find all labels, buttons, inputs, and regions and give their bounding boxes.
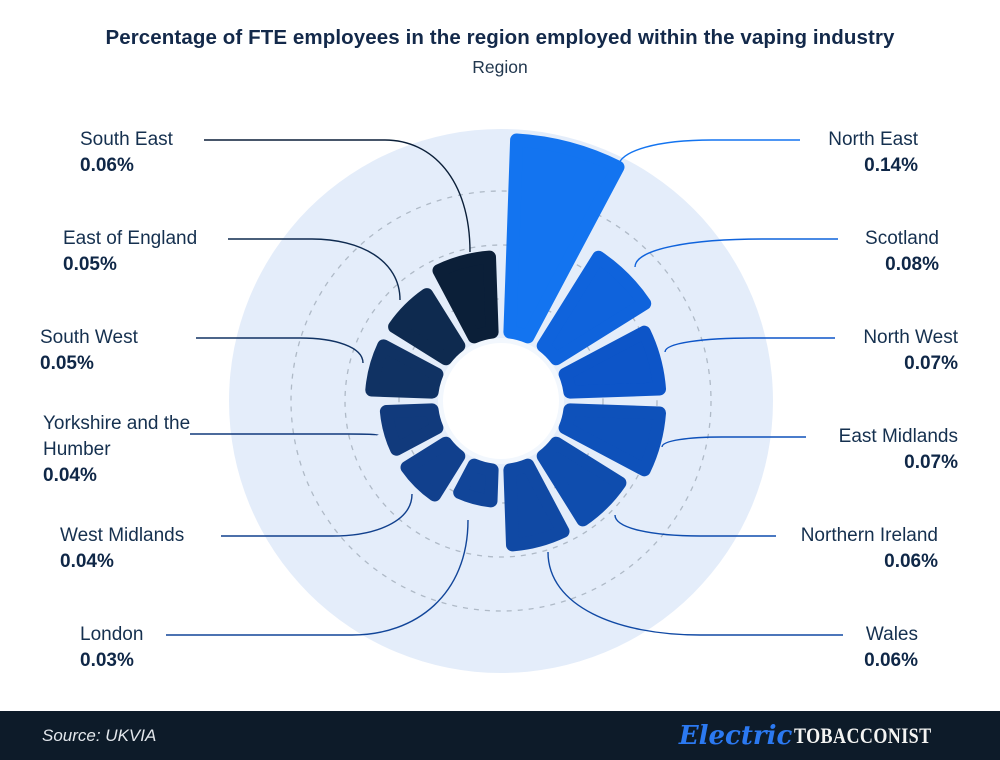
callout-east-of-england: East of England 0.05% [63,226,197,278]
region-name: South West [40,327,138,348]
region-value: 0.05% [63,254,117,275]
rose-segment-northern-ireland[interactable] [536,436,627,527]
grid-circle-2 [290,190,712,612]
callout-north-east: North East 0.14% [828,127,918,179]
leader-line-wales [547,551,843,636]
region-name: South East [80,129,173,150]
region-value: 0.05% [40,353,94,374]
region-name: North West [863,327,958,348]
rose-segment-yorkshire-and-the-humber[interactable] [379,403,444,456]
region-value: 0.06% [884,551,938,572]
source-text: Source: UKVIA [42,725,157,745]
callout-london: London 0.03% [80,622,143,674]
rose-segment-west-midlands[interactable] [400,436,466,502]
leader-line-north-west [664,337,835,353]
region-value: 0.03% [80,650,134,671]
leader-line-yorkshire-and-the-humber [190,433,379,436]
region-value: 0.06% [864,650,918,671]
callout-north-west: North West 0.07% [863,325,958,377]
leader-line-london [166,519,469,636]
callout-west-midlands: West Midlands 0.04% [60,523,184,575]
callout-south-west: South West 0.05% [40,325,138,377]
region-name: East of England [63,228,198,249]
leader-line-scotland [634,238,838,268]
callout-south-east: South East 0.06% [80,127,173,179]
grid-circle-0 [398,298,604,504]
rose-segment-london[interactable] [453,458,499,508]
brand-logo: Electric TOBACCONIST [679,723,962,749]
region-name: East Midlands [838,426,958,447]
region-value: 0.06% [80,155,134,176]
region-value: 0.04% [43,465,97,486]
region-name: North East [828,129,918,150]
region-value: 0.07% [904,353,958,374]
leader-line-east-midlands [661,436,806,448]
region-name: Northern Ireland [800,525,938,546]
chart-header: Percentage of FTE employees in the regio… [0,26,1000,78]
leader-line-northern-ireland [614,514,776,537]
region-name: London [80,624,144,645]
region-value: 0.04% [60,551,114,572]
region-name: Wales [865,624,918,645]
callout-wales: Wales 0.06% [864,622,918,674]
leader-line-east-of-england [228,238,401,301]
callout-east-midlands: East Midlands 0.07% [839,424,958,476]
rose-segment-north-west[interactable] [558,325,666,399]
leader-line-south-west [196,337,364,364]
region-value: 0.07% [904,452,958,473]
rose-segment-east-of-england[interactable] [388,288,466,366]
leader-line-south-east [204,139,471,253]
rose-segment-south-west[interactable] [365,339,444,399]
grid-circle-1 [344,244,658,558]
leader-line-west-midlands [221,493,413,537]
region-value: 0.08% [885,254,939,275]
region-name: Yorkshire and the Humber [43,413,191,460]
footer-bar: Source: UKVIA Electric TOBACCONIST [0,711,1000,760]
callout-scotland: Scotland 0.08% [865,226,939,278]
leader-line-north-east [617,139,800,169]
callout-northern-ireland: Northern Ireland 0.06% [801,523,938,575]
center-hole [443,343,559,459]
brand-tobacconist-text: TOBACCONIST [794,722,932,748]
rose-segment-south-east[interactable] [432,250,499,344]
chart-subtitle: Region [472,57,528,77]
chart-title: Percentage of FTE employees in the regio… [105,26,895,49]
rose-segment-east-midlands[interactable] [558,403,666,477]
rose-segment-north-east[interactable] [503,133,625,344]
region-value: 0.14% [864,155,918,176]
brand-electric-text: Electric [678,720,793,751]
rose-segment-scotland[interactable] [536,250,652,366]
region-name: West Midlands [60,525,185,546]
region-name: Scotland [865,228,939,249]
rose-segment-wales[interactable] [503,458,570,552]
callout-yorkshire-and-the-humber: Yorkshire and the Humber 0.04% [43,411,195,489]
